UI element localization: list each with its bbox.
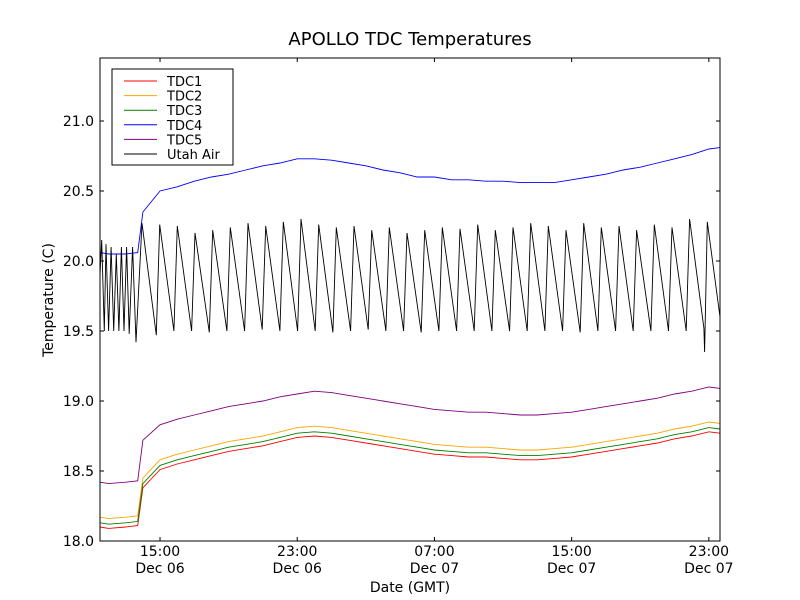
series-line-tdc2 <box>99 421 721 520</box>
legend-entry: Utah Air <box>124 148 220 163</box>
x-tick-label-date: Dec 07 <box>684 561 733 577</box>
x-tick-label-date: Dec 07 <box>547 561 596 577</box>
legend-label: TDC4 <box>166 119 202 134</box>
y-tick-label: 19.5 <box>63 324 94 340</box>
x-tick-label-date: Dec 06 <box>273 561 322 577</box>
series-line-utah-air <box>99 218 721 353</box>
legend-entry: TDC5 <box>124 133 202 148</box>
series-line-tdc4 <box>99 147 721 255</box>
y-tick-label: 21.0 <box>63 114 94 130</box>
legend-entry: TDC3 <box>124 104 202 119</box>
series-layer <box>99 147 721 529</box>
legend-label: TDC5 <box>166 133 202 148</box>
y-tick-label: 19.0 <box>63 394 94 410</box>
y-axis-label: Temperature (C) <box>41 243 57 358</box>
y-tick-label: 18.0 <box>63 534 94 550</box>
x-tick-label-date: Dec 07 <box>410 561 459 577</box>
legend-entry: TDC2 <box>124 90 202 105</box>
x-tick-label-time: 15:00 <box>140 544 180 560</box>
legend-label: Utah Air <box>167 148 220 163</box>
x-tick-label-time: 07:00 <box>414 544 454 560</box>
series-line-tdc1 <box>99 431 721 529</box>
legend-frame <box>111 68 234 166</box>
series-line-tdc5 <box>99 386 721 485</box>
chart-title: APOLLO TDC Temperatures <box>288 29 531 50</box>
legend-label: TDC1 <box>166 75 202 90</box>
legend-entry: TDC1 <box>124 75 202 90</box>
plot-frame <box>99 57 721 542</box>
x-axis-label: Date (GMT) <box>370 580 450 596</box>
legend-label: TDC3 <box>166 104 202 119</box>
y-tick-label: 20.5 <box>63 184 94 200</box>
x-tick-label-time: 23:00 <box>689 544 729 560</box>
legend-label: TDC2 <box>166 90 202 105</box>
y-tick-label: 20.0 <box>63 254 94 270</box>
x-tick-label-time: 15:00 <box>551 544 591 560</box>
x-tick-label-time: 23:00 <box>277 544 317 560</box>
x-tick-label-date: Dec 06 <box>135 561 184 577</box>
series-line-tdc3 <box>99 427 721 525</box>
legend-entry: TDC4 <box>124 119 202 134</box>
y-tick-label: 18.5 <box>63 464 94 480</box>
